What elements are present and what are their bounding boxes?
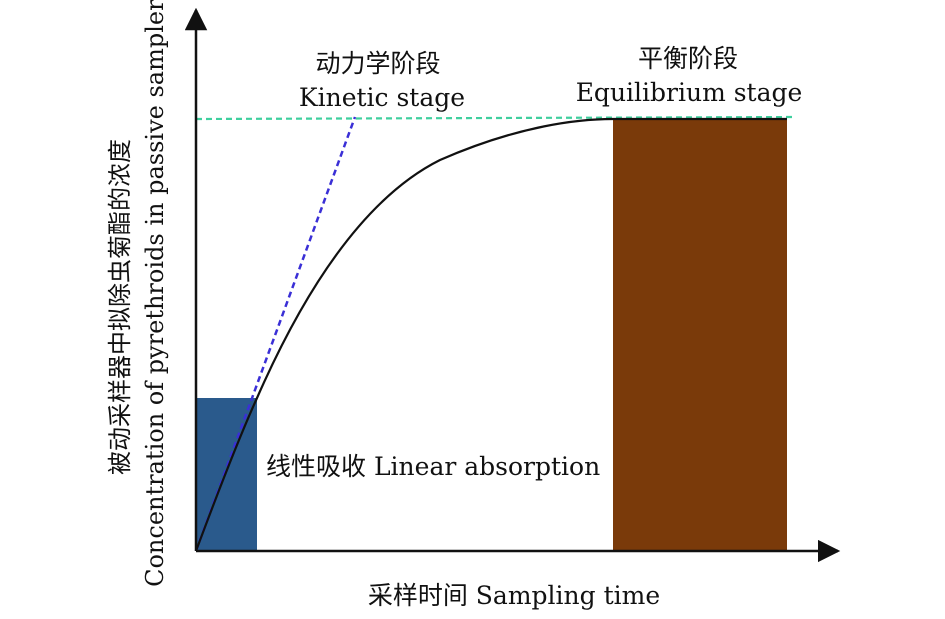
linear-absorption-label: 线性吸收 Linear absorption bbox=[266, 452, 600, 481]
equilibrium-block bbox=[613, 119, 787, 551]
kinetic-stage-label-zh: 动力学阶段 bbox=[315, 49, 440, 78]
y-axis-label-zh: 被动采样器中拟除虫菊酯的浓度 bbox=[106, 139, 134, 475]
uptake-curve bbox=[194, 117, 787, 552]
equilibrium-stage-label-en: Equilibrium stage bbox=[576, 78, 803, 107]
y-axis-label-en: Concentration of pyrethroids in passive … bbox=[141, 0, 169, 587]
x-axis-label: 采样时间 Sampling time bbox=[368, 581, 660, 610]
kinetic-stage-label-en: Kinetic stage bbox=[299, 83, 465, 112]
equilibrium-stage-label-zh: 平衡阶段 bbox=[638, 44, 738, 73]
kinetic-tangent-line bbox=[194, 116, 357, 552]
